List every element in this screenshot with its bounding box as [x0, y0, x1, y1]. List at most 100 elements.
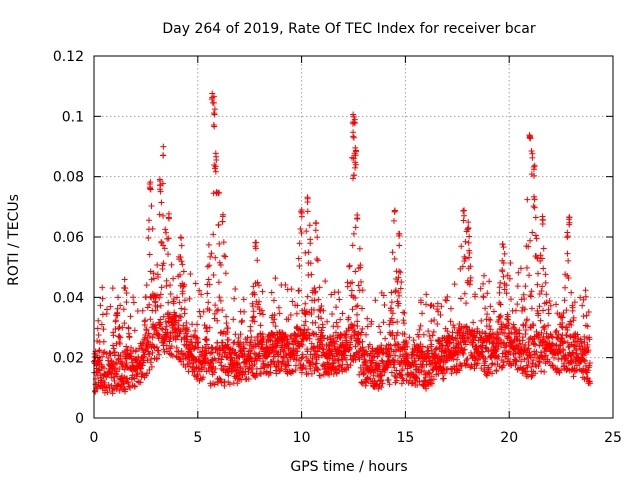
- data-point: [388, 289, 395, 296]
- data-point: [163, 323, 170, 330]
- data-point: [459, 263, 466, 270]
- data-point: [495, 353, 502, 360]
- data-point: [454, 352, 461, 359]
- y-tick-label: 0.02: [53, 351, 84, 367]
- y-tick-label: 0.08: [53, 170, 84, 186]
- data-point: [354, 323, 361, 330]
- data-point: [307, 236, 314, 243]
- data-point: [426, 353, 433, 360]
- data-point: [441, 334, 448, 341]
- data-point: [160, 212, 167, 219]
- data-point: [121, 276, 128, 283]
- data-point: [313, 220, 320, 227]
- data-point: [464, 355, 471, 362]
- data-point: [582, 287, 589, 294]
- data-point: [479, 329, 486, 336]
- data-point: [377, 329, 384, 336]
- data-point: [224, 329, 231, 336]
- data-point: [581, 333, 588, 340]
- data-point: [165, 214, 172, 221]
- data-point: [222, 270, 229, 277]
- data-point: [225, 325, 232, 332]
- data-point: [569, 349, 576, 356]
- data-point: [370, 353, 377, 360]
- data-point: [281, 332, 288, 339]
- data-point: [496, 289, 503, 296]
- data-point: [486, 278, 493, 285]
- data-point: [354, 331, 361, 338]
- data-point: [231, 366, 238, 373]
- data-point: [482, 355, 489, 362]
- data-point: [115, 325, 122, 332]
- data-point: [212, 302, 219, 309]
- data-point: [219, 339, 226, 346]
- data-point: [144, 357, 151, 364]
- data-point: [526, 272, 533, 279]
- data-point: [337, 316, 344, 323]
- data-point: [317, 372, 324, 379]
- data-point: [403, 339, 410, 346]
- data-point: [244, 334, 251, 341]
- data-point: [395, 300, 402, 307]
- data-point: [305, 326, 312, 333]
- data-point: [194, 371, 201, 378]
- data-point: [415, 333, 422, 340]
- data-point: [397, 269, 404, 276]
- data-point: [419, 343, 426, 350]
- data-point: [160, 260, 167, 267]
- data-point: [559, 314, 566, 321]
- data-point: [312, 347, 319, 354]
- data-point: [584, 341, 591, 348]
- data-point: [131, 383, 138, 390]
- x-tick-label: 15: [396, 430, 414, 446]
- data-point: [496, 284, 503, 291]
- data-point: [528, 373, 535, 380]
- data-point: [330, 359, 337, 366]
- data-point: [484, 372, 491, 379]
- data-point: [202, 344, 209, 351]
- y-tick-label: 0: [75, 411, 84, 427]
- data-point: [435, 353, 442, 360]
- data-point: [170, 295, 177, 302]
- data-point: [565, 257, 572, 264]
- data-point: [581, 357, 588, 364]
- data-point: [180, 356, 187, 363]
- data-point: [211, 310, 218, 317]
- data-point: [533, 348, 540, 355]
- y-axis-label: ROTI / TECUs: [6, 194, 22, 286]
- data-point: [139, 362, 146, 369]
- data-point: [160, 143, 167, 150]
- data-point: [270, 319, 277, 326]
- data-point: [505, 320, 512, 327]
- data-point: [434, 320, 441, 327]
- data-point: [581, 339, 588, 346]
- data-point: [462, 238, 469, 245]
- data-point: [472, 293, 479, 300]
- data-point: [505, 325, 512, 332]
- data-point: [466, 233, 473, 240]
- data-point: [333, 338, 340, 345]
- data-point: [307, 351, 314, 358]
- data-point: [362, 348, 369, 355]
- data-point: [536, 291, 543, 298]
- data-point: [94, 325, 101, 332]
- data-point: [535, 363, 542, 370]
- data-point: [527, 324, 534, 331]
- data-point: [344, 283, 351, 290]
- data-point: [286, 340, 293, 347]
- data-point: [99, 284, 106, 291]
- data-point: [346, 262, 353, 269]
- data-point: [285, 362, 292, 369]
- data-point: [397, 285, 404, 292]
- data-point: [495, 331, 502, 338]
- data-point: [352, 328, 359, 335]
- data-point: [429, 332, 436, 339]
- data-point: [181, 281, 188, 288]
- data-point: [210, 231, 217, 238]
- data-point: [530, 163, 537, 170]
- data-point: [201, 364, 208, 371]
- data-point: [112, 325, 119, 332]
- data-point: [569, 307, 576, 314]
- data-point: [361, 370, 368, 376]
- data-point: [348, 335, 355, 342]
